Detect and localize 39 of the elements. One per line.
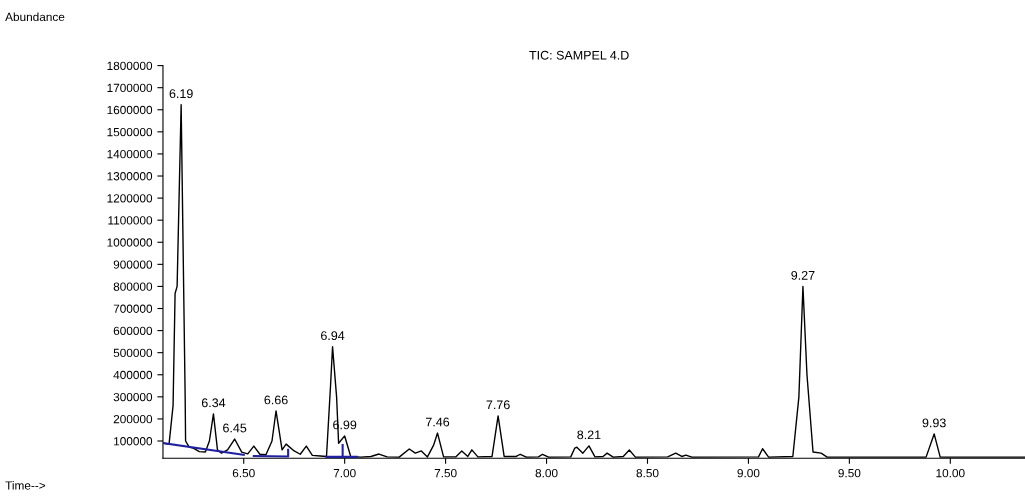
annotation: 6.45	[223, 423, 247, 433]
y-tick-label: 1600000	[107, 105, 153, 115]
annotation: 6.34	[201, 398, 226, 408]
y-tick-label: 100000	[114, 437, 153, 446]
y-tick-label: 500000	[113, 348, 153, 358]
annotation: 8.21	[577, 430, 601, 440]
y-tick-label: 300000	[113, 392, 153, 402]
y-tick-label: 1300000	[107, 172, 153, 181]
y-tick-label: 600000	[113, 326, 153, 335]
annotation: 7.46	[426, 417, 450, 427]
annotation: 9.93	[922, 418, 946, 428]
y-tick-label: 1100000	[108, 216, 153, 225]
y-tick-label: 200000	[113, 414, 153, 424]
y-tick-label: 1800000	[107, 61, 153, 70]
annotation: 7.76	[486, 400, 510, 410]
x-tick-label: 7.50	[434, 468, 457, 478]
annotation: 6.94	[321, 331, 345, 341]
y-tick-label: 1200000	[107, 194, 153, 203]
x-tick-label: 10.00	[936, 468, 965, 478]
x-tick-label: 6.50	[232, 468, 255, 478]
x-tick-label: 9.00	[737, 468, 760, 478]
annotation: 9.27	[791, 270, 815, 280]
x-tick-label: 8.00	[535, 468, 558, 478]
text: Abundance	[5, 12, 65, 22]
annotation: 6.66	[264, 395, 288, 405]
y-tick-label: 900000	[113, 260, 153, 269]
y-tick-label: 1000000	[107, 238, 153, 247]
chart-title: TIC: SAMPEL 4.D	[529, 50, 629, 60]
y-tick-label: 700000	[113, 304, 153, 313]
y-tick-label: 800000	[113, 282, 153, 291]
x-tick-label: 7.00	[333, 468, 356, 478]
y-tick-label: 1400000	[107, 149, 153, 159]
text: Time-->	[5, 481, 46, 490]
x-tick-label: 8.50	[636, 468, 659, 478]
y-tick-label: 1700000	[107, 83, 153, 93]
annotation: 6.19	[169, 89, 193, 99]
x-tick-label: 9.50	[838, 468, 861, 478]
y-tick-label: 1500000	[107, 127, 153, 137]
y-tick-label: 400000	[113, 370, 153, 380]
